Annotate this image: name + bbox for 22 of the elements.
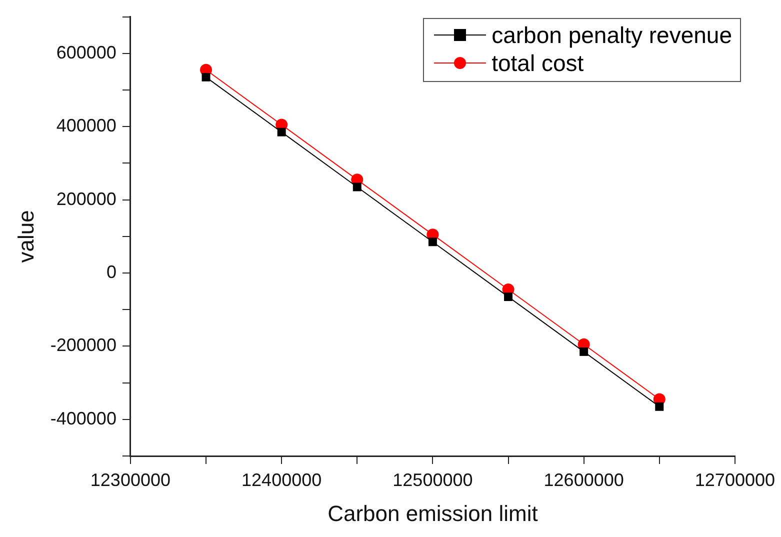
x-tick-label: 12700000: [694, 470, 776, 490]
y-tick-label: 600000: [56, 42, 116, 62]
x-axis-title: Carbon emission limit: [328, 500, 538, 526]
x-tick-label: 12600000: [544, 470, 624, 490]
y-tick-label: -400000: [50, 408, 116, 428]
x-tick-label: 12300000: [90, 470, 171, 490]
point: [202, 72, 210, 82]
x-tick-label: 12500000: [392, 470, 473, 490]
point: [428, 238, 437, 246]
y-tick-label: -200000: [50, 335, 116, 356]
y-tick-label: 400000: [56, 116, 116, 136]
y-tick-label: 200000: [56, 188, 116, 209]
x-tick-label: 12400000: [242, 470, 322, 490]
y-tick-label: 0: [106, 262, 116, 282]
y-axis-title: value: [13, 210, 38, 263]
point: [352, 182, 362, 192]
point: [504, 292, 513, 302]
legend-label: total cost: [492, 49, 584, 77]
point: [277, 128, 286, 136]
point: [655, 402, 664, 411]
point: [580, 347, 588, 356]
legend-label: carbon penalty revenue: [492, 21, 732, 49]
